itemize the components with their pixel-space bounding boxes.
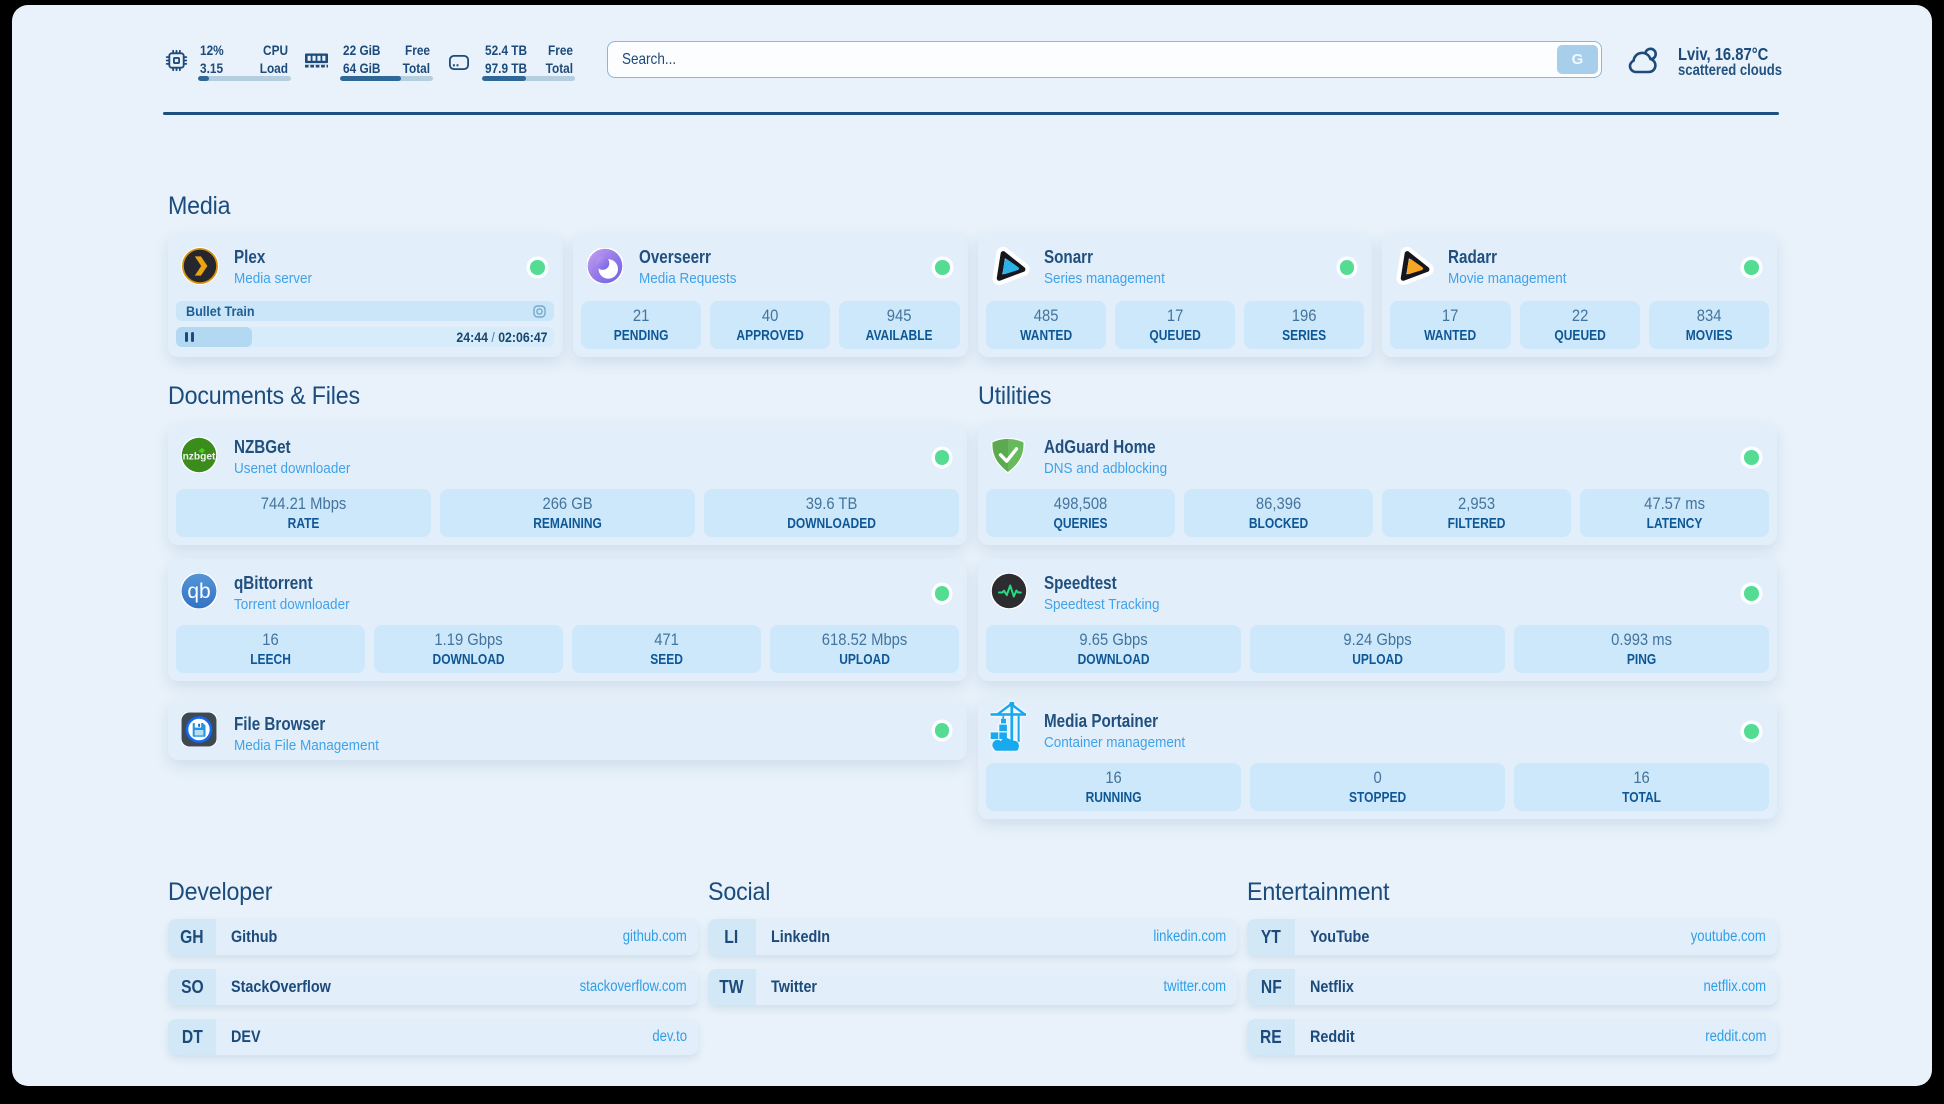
svg-text:qb: qb [187, 580, 210, 603]
svg-text:nzbget: nzbget [183, 452, 216, 463]
